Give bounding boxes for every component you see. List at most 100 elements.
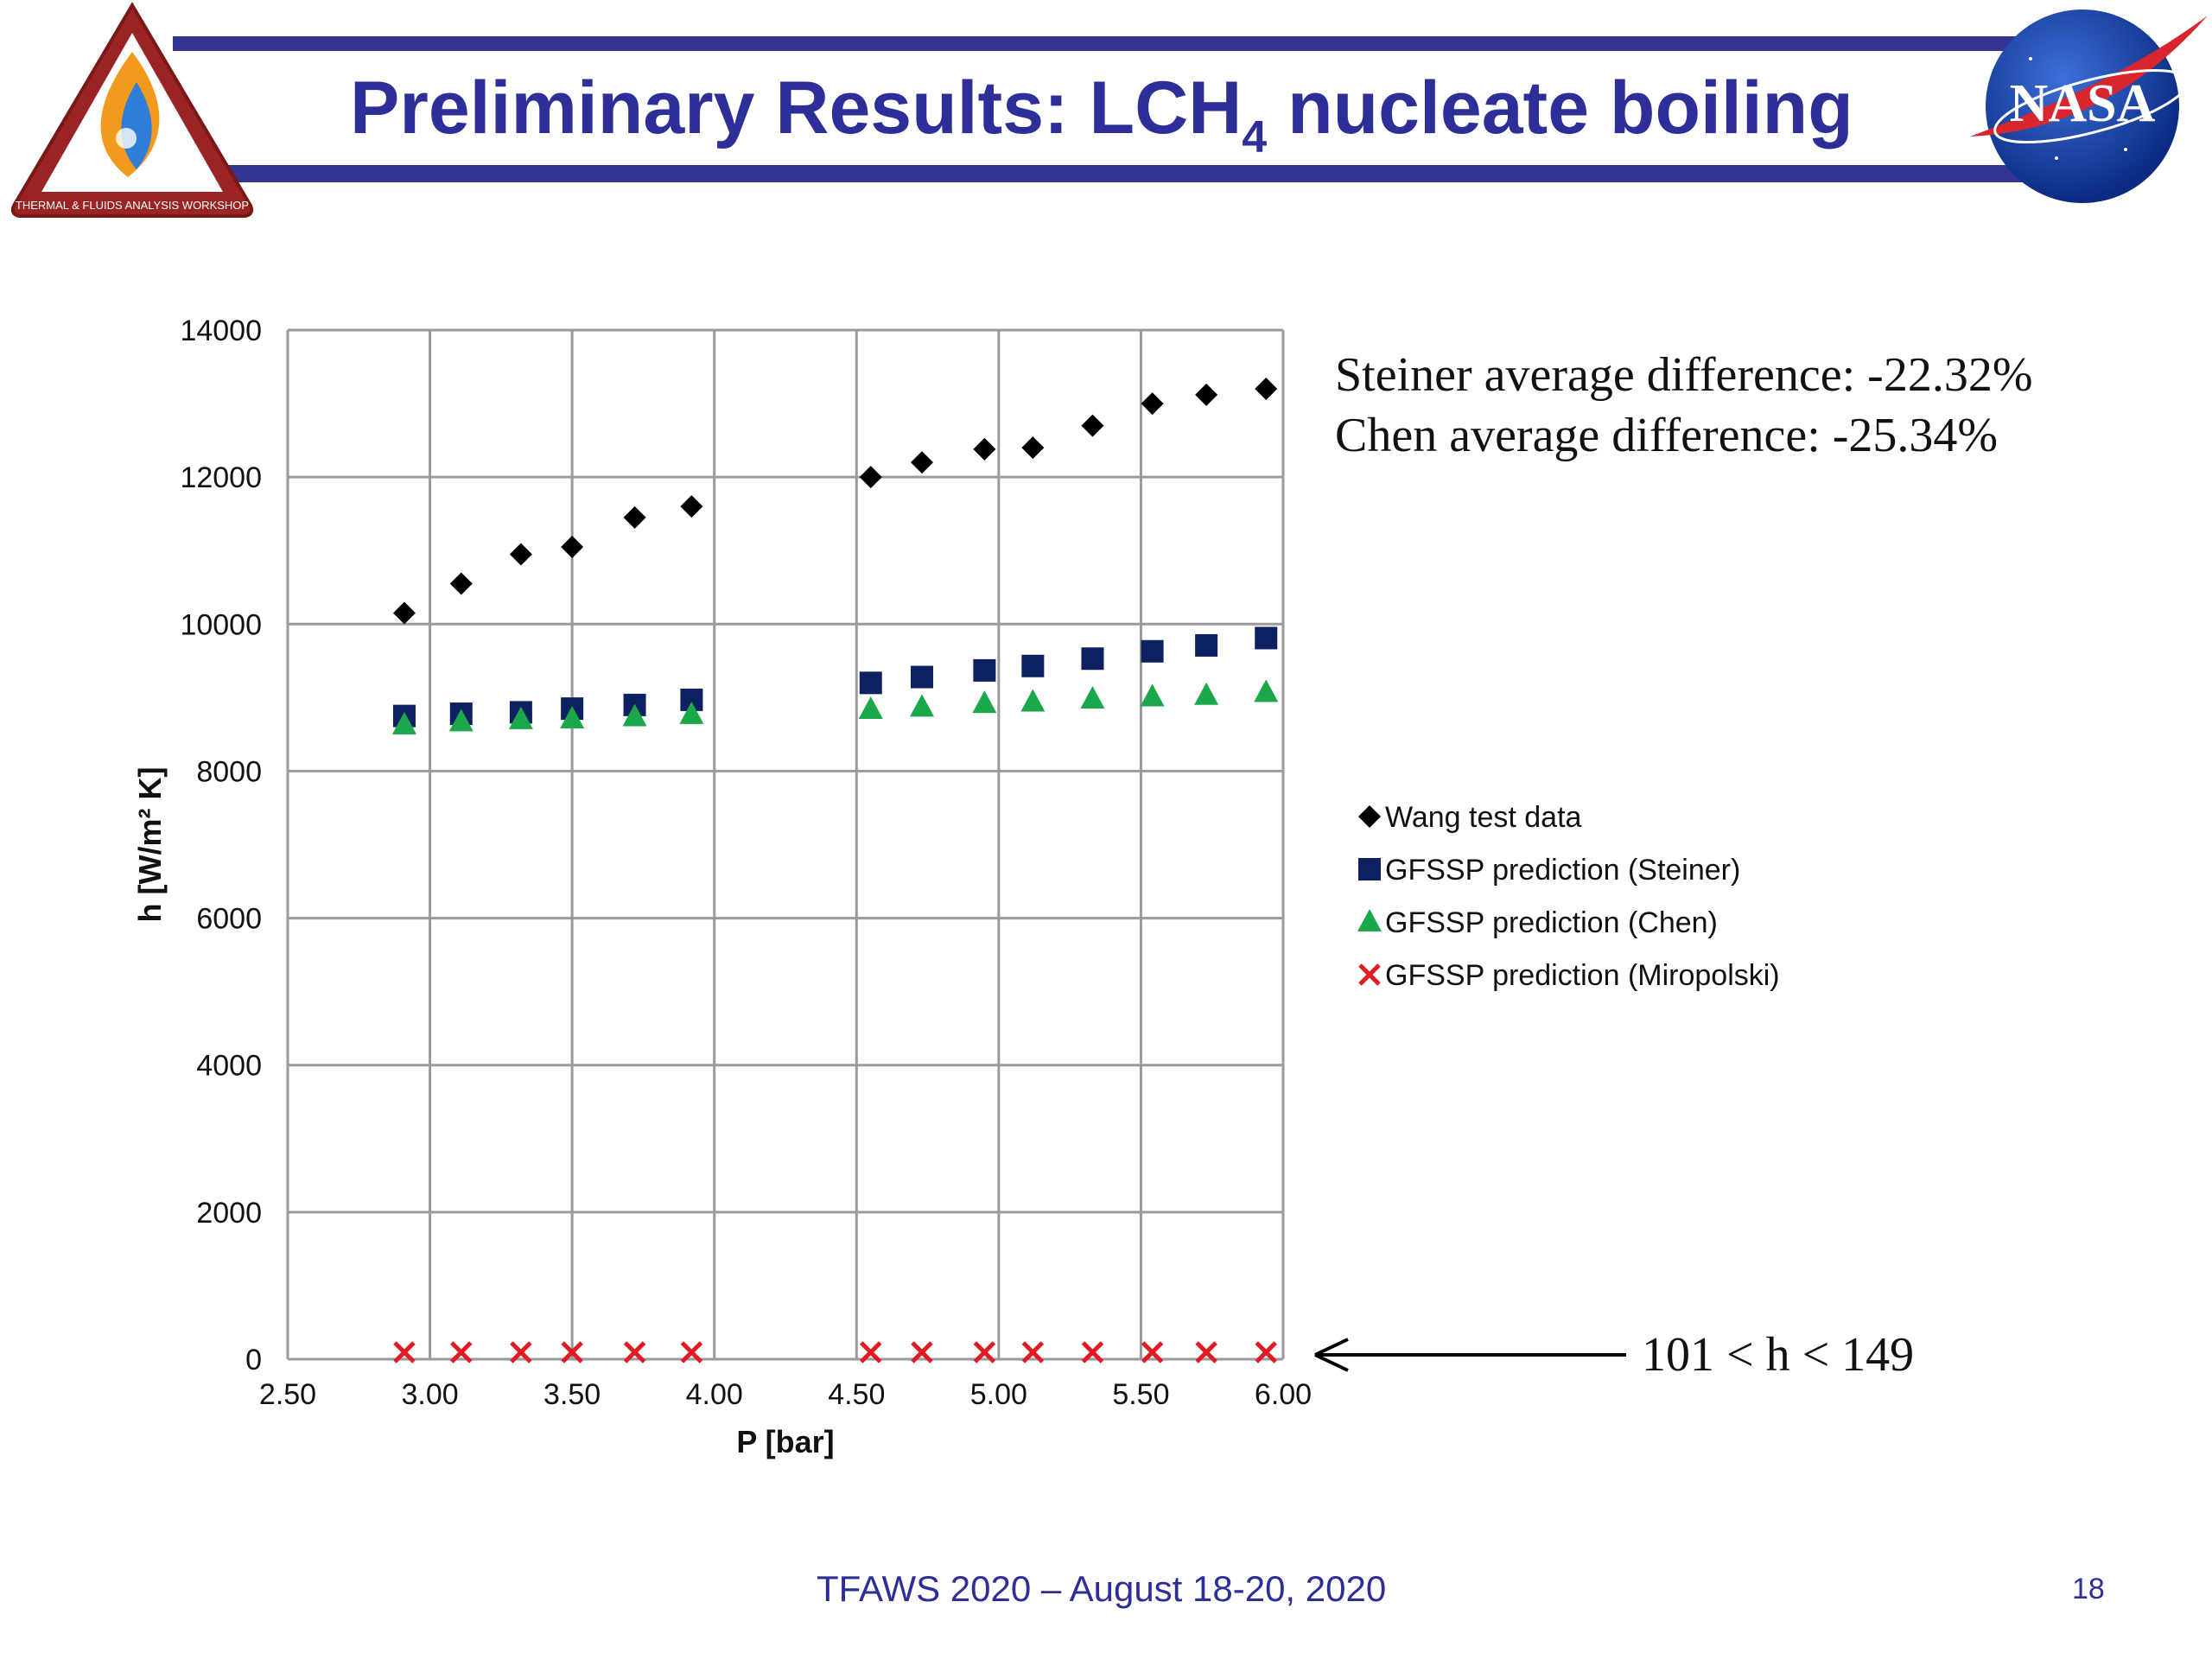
x-tick-label: 5.50 — [1112, 1378, 1169, 1411]
data-point-triangle — [1080, 686, 1105, 709]
data-point-x — [973, 1341, 996, 1363]
data-point-x — [1021, 1341, 1045, 1363]
x-marker-stroke — [1021, 1341, 1045, 1363]
data-point-diamond — [973, 437, 996, 461]
legend-item: GFSSP prediction (Miropolski) — [1358, 959, 1780, 992]
series-diamond — [392, 378, 1278, 625]
data-point-diamond — [910, 451, 933, 474]
y-tick-label: 4000 — [196, 1050, 262, 1083]
legend-item: GFSSP prediction (Steiner) — [1358, 854, 1740, 887]
data-point-x — [450, 1341, 473, 1363]
x-marker-stroke — [1081, 1341, 1104, 1363]
x-marker-stroke — [450, 1341, 473, 1363]
chart-legend: Wang test data GFSSP prediction (Steiner)… — [1357, 801, 1780, 992]
x-axis-label: P [bar] — [736, 1424, 834, 1459]
data-point-x — [1195, 1341, 1217, 1363]
x-marker-stroke — [561, 1341, 583, 1363]
data-point-triangle — [858, 696, 883, 719]
data-point-diamond — [1255, 378, 1278, 401]
title-main: Preliminary Results: LCH — [350, 67, 1243, 149]
y-tick-label: 14000 — [180, 315, 262, 347]
legend-marker-diamond — [1358, 805, 1381, 828]
x-marker-stroke — [973, 1341, 996, 1363]
data-point-square — [859, 671, 882, 695]
legend-label: GFSSP prediction (Steiner) — [1385, 854, 1740, 887]
data-point-diamond — [1081, 414, 1104, 437]
y-tick-label: 8000 — [196, 755, 262, 788]
x-marker-stroke — [623, 1341, 646, 1363]
data-point-square — [1141, 639, 1164, 663]
x-tick-label: 6.00 — [1255, 1378, 1312, 1411]
data-point-triangle — [1140, 683, 1165, 707]
data-point-x — [1255, 1341, 1278, 1363]
slide-title: Preliminary Results: LCH4 nucleate boili… — [350, 71, 1853, 160]
data-point-diamond — [623, 505, 646, 529]
chart-marks — [391, 378, 1279, 1363]
x-marker-stroke — [1358, 963, 1381, 986]
x-marker-stroke — [1195, 1341, 1217, 1363]
data-point-diamond — [509, 543, 532, 566]
x-tick-label: 5.00 — [970, 1378, 1027, 1411]
header-bar-top — [173, 36, 2048, 51]
data-point-triangle — [391, 711, 416, 734]
legend-label: Wang test data — [1385, 801, 1582, 834]
data-point-diamond — [1021, 436, 1045, 460]
data-point-x — [393, 1341, 416, 1363]
data-point-diamond — [859, 466, 882, 489]
tfaws-logo: THERMAL & FLUIDS ANALYSIS WORKSHOP — [10, 2, 254, 218]
data-point-diamond — [680, 495, 703, 518]
x-marker-stroke — [393, 1341, 416, 1363]
data-point-square — [1255, 626, 1278, 650]
x-tick-label: 3.50 — [543, 1378, 601, 1411]
data-point-square — [973, 658, 996, 682]
y-tick-label: 0 — [245, 1344, 262, 1376]
data-point-triangle — [1020, 689, 1046, 712]
data-point-triangle — [909, 694, 934, 717]
data-point-square — [1195, 633, 1218, 657]
header-bar-bottom — [173, 165, 2048, 182]
data-point-triangle — [622, 703, 647, 727]
data-point-triangle — [508, 706, 533, 729]
data-point-x — [561, 1341, 583, 1363]
y-tick-label: 6000 — [196, 903, 262, 936]
data-point-triangle — [448, 709, 474, 732]
y-tick-label: 12000 — [180, 461, 262, 494]
data-point-diamond — [1195, 383, 1218, 406]
data-point-triangle — [1254, 679, 1279, 702]
y-axis-label: h [W/m² K] — [132, 767, 168, 923]
series-triangle — [391, 679, 1279, 734]
legend-marker-triangle — [1357, 909, 1382, 931]
data-point-diamond — [1141, 392, 1164, 416]
page-number: 18 — [2072, 1573, 2105, 1605]
data-point-x — [510, 1341, 532, 1363]
x-tick-label: 3.00 — [401, 1378, 458, 1411]
legend-marker-x — [1358, 963, 1381, 986]
annotation-chen: Chen average difference: -25.34% — [1335, 409, 1998, 462]
series-square — [392, 626, 1278, 728]
data-point-x — [680, 1341, 703, 1363]
tfaws-logo-text: THERMAL & FLUIDS ANALYSIS WORKSHOP — [16, 199, 249, 212]
data-point-x — [1081, 1341, 1104, 1363]
data-point-triangle — [560, 706, 585, 729]
data-point-diamond — [392, 601, 416, 625]
data-point-triangle — [679, 701, 704, 724]
legend-item: GFSSP prediction (Chen) — [1357, 906, 1718, 939]
series-x — [393, 1341, 1278, 1363]
data-point-square — [1081, 647, 1104, 671]
x-marker-stroke — [1255, 1341, 1278, 1363]
nasa-logo-text: NASA — [2010, 74, 2156, 133]
data-point-x — [859, 1341, 882, 1363]
annotation-arrow — [1314, 1338, 1626, 1372]
nasa-logo: NASA — [1970, 10, 2208, 203]
annotation-range: 101 < h < 149 — [1642, 1328, 1914, 1382]
data-point-diamond — [449, 572, 473, 595]
x-tick-label: 2.50 — [259, 1378, 316, 1411]
y-tick-label: 2000 — [196, 1197, 262, 1230]
title-rest: nucleate boiling — [1267, 67, 1853, 149]
x-marker-stroke — [859, 1341, 882, 1363]
data-point-x — [1141, 1341, 1164, 1363]
legend-label: GFSSP prediction (Miropolski) — [1385, 959, 1780, 992]
data-point-square — [910, 665, 933, 689]
